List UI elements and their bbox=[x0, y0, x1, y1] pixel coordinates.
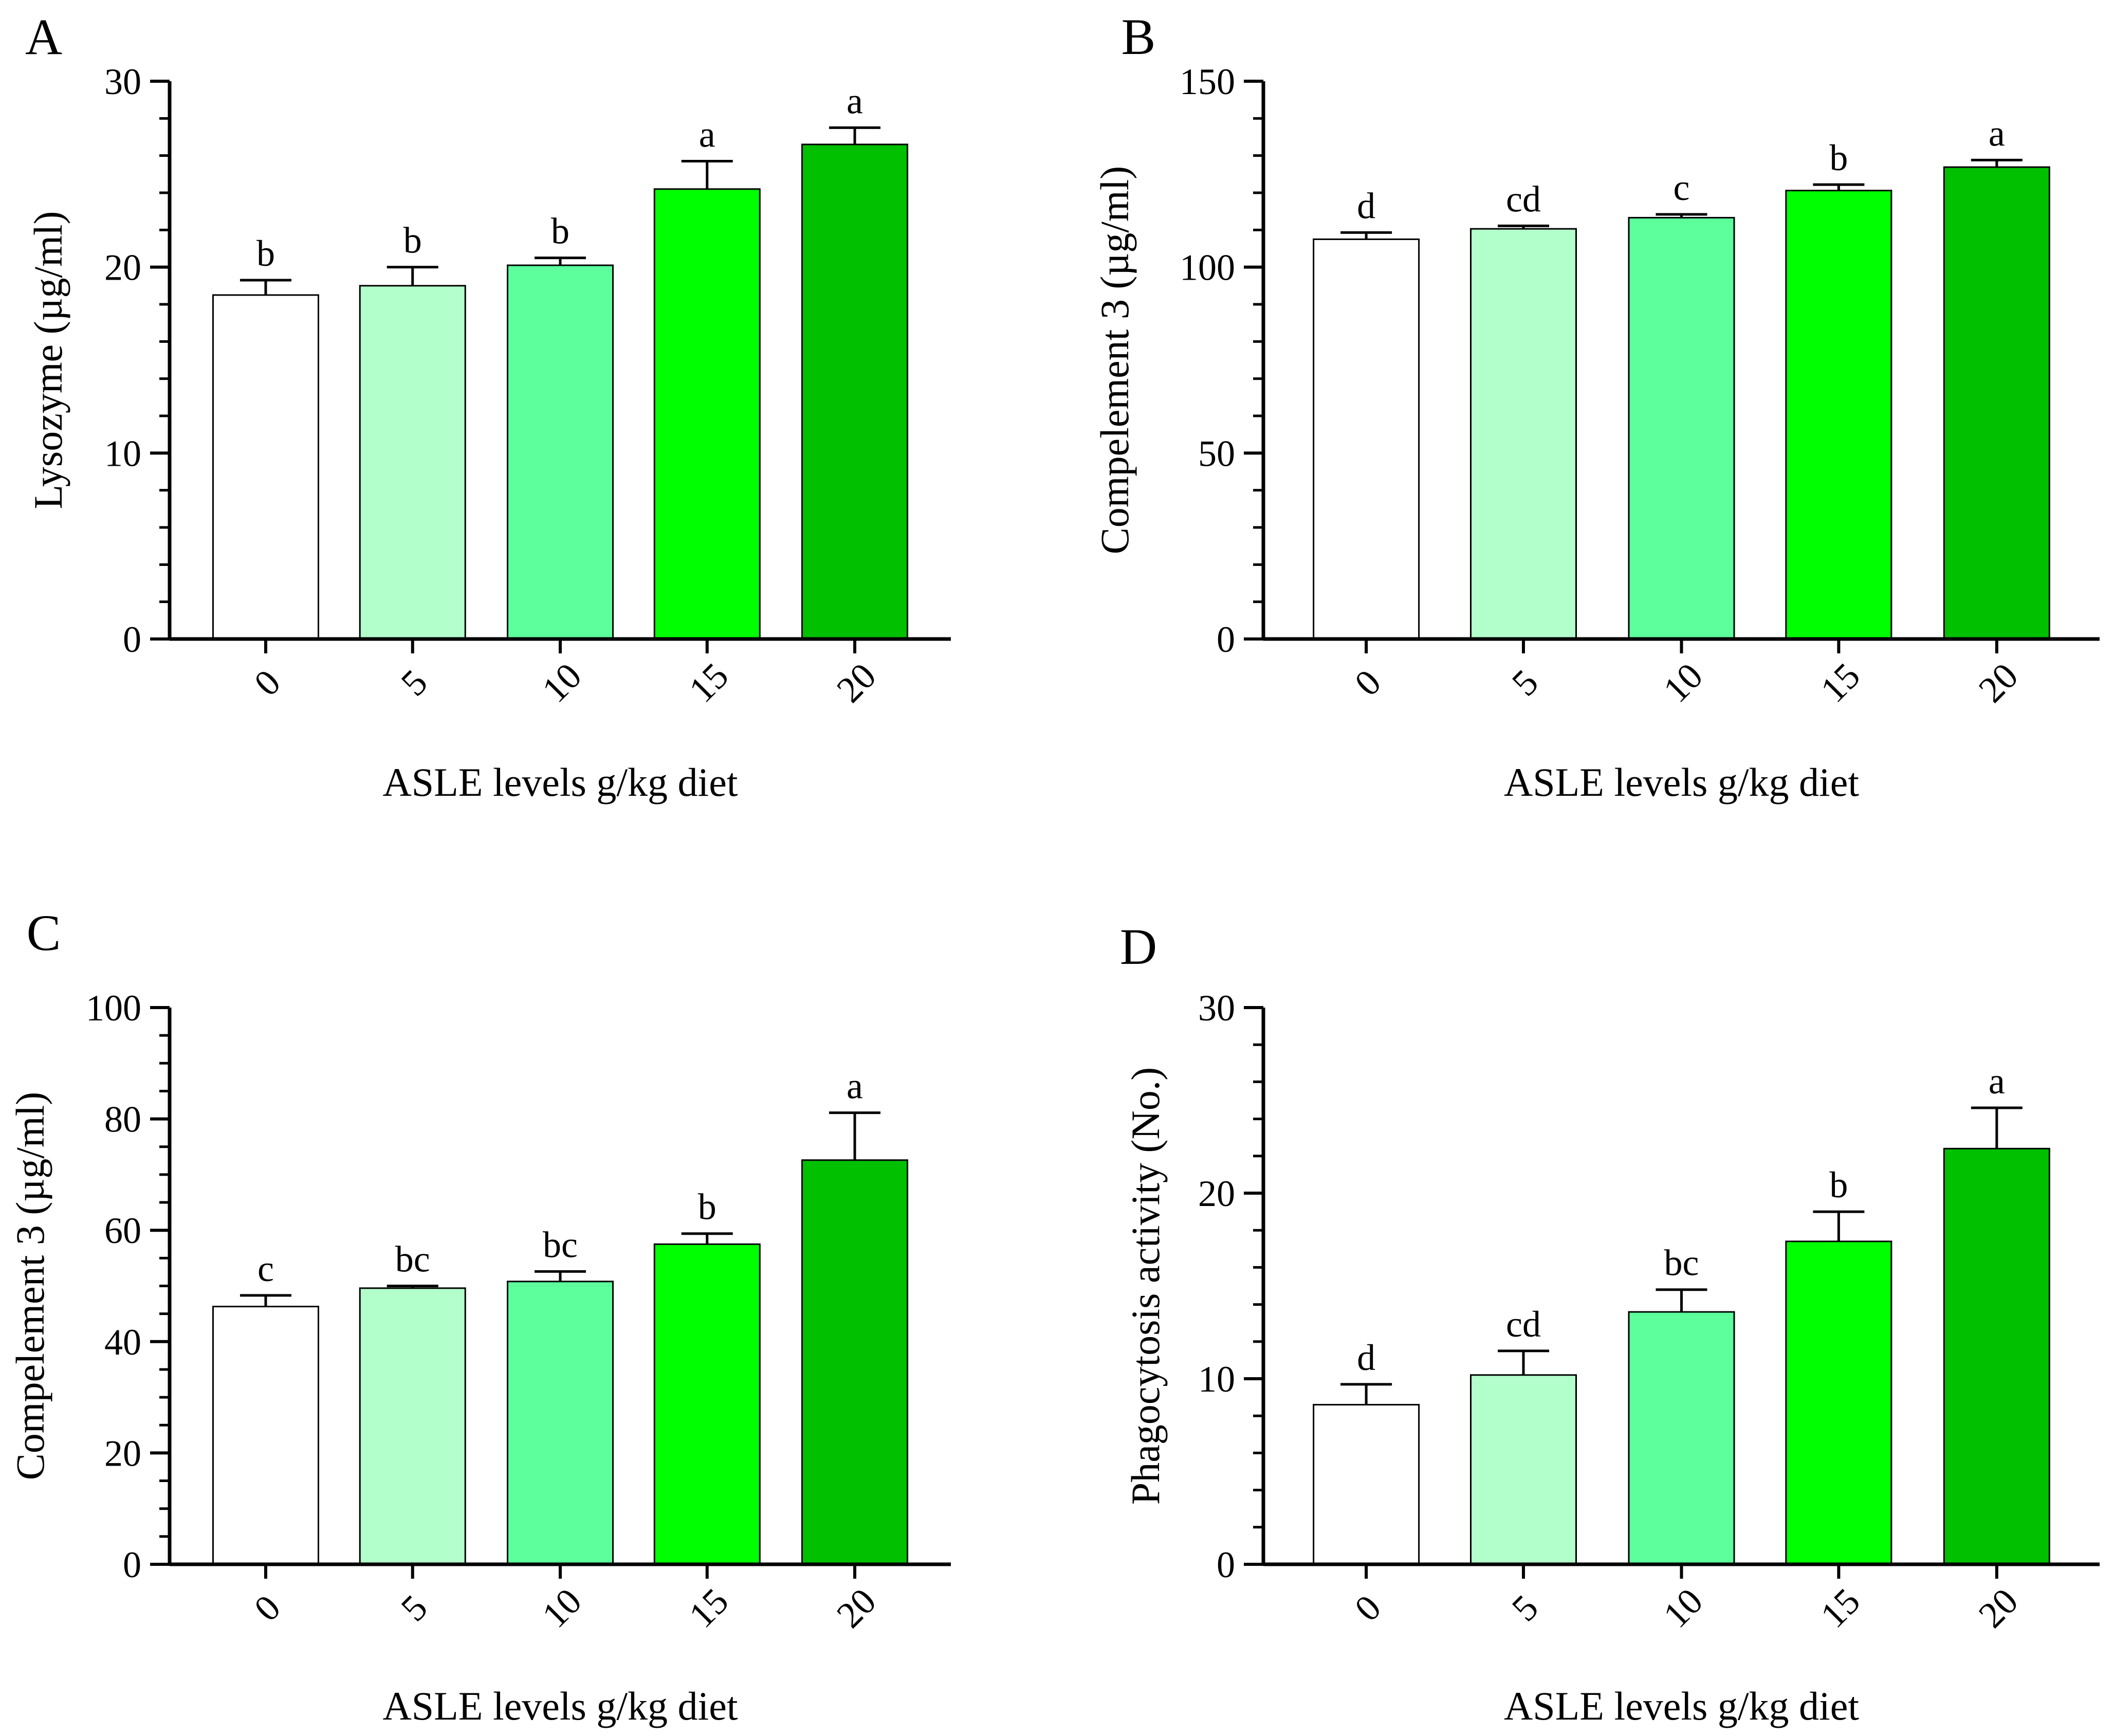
bar-0 bbox=[1313, 238, 1420, 640]
significance-label: b bbox=[1829, 1164, 1848, 1205]
bar-0 bbox=[212, 1306, 319, 1565]
y-tick-label: 0 bbox=[1217, 619, 1235, 660]
y-axis-title: Compelement 3 (µg/ml) bbox=[8, 1092, 52, 1480]
x-axis-title: ASLE levels g/kg diet bbox=[382, 760, 738, 805]
x-axis-title: ASLE levels g/kg diet bbox=[1504, 760, 1859, 805]
bar-5 bbox=[359, 285, 466, 640]
x-tick-label: 15 bbox=[681, 1580, 736, 1635]
significance-label: cd bbox=[1506, 178, 1541, 220]
panel-b: Bd 0 cd 5 c 10 b 15 a 20 0 50 100 150 Compelement 3 (µ… bbox=[1092, 8, 2100, 805]
x-axis-title: ASLE levels g/kg diet bbox=[1504, 1684, 1859, 1728]
bar-20 bbox=[1943, 166, 2050, 640]
y-tick-label: 20 bbox=[104, 1433, 141, 1474]
x-tick-label: 0 bbox=[246, 662, 288, 704]
x-tick-label: 5 bbox=[393, 1587, 435, 1629]
y-tick-label: 40 bbox=[104, 1322, 141, 1363]
significance-label: a bbox=[1989, 113, 2005, 154]
bar-20 bbox=[801, 143, 909, 640]
significance-label: c bbox=[258, 1248, 274, 1289]
y-axis-title: Compelement 3 (µg/ml) bbox=[1092, 166, 1137, 554]
y-tick-label: 10 bbox=[1198, 1359, 1235, 1400]
x-tick-label: 10 bbox=[534, 655, 589, 710]
x-tick-label: 20 bbox=[1971, 655, 2026, 710]
bar-10 bbox=[507, 1281, 614, 1565]
y-tick-label: 20 bbox=[1198, 1173, 1235, 1214]
significance-label: bc bbox=[543, 1224, 578, 1265]
bar-10 bbox=[1628, 1311, 1735, 1565]
significance-label: a bbox=[847, 80, 863, 121]
bar-5 bbox=[359, 1287, 466, 1565]
x-tick-label: 20 bbox=[1971, 1580, 2026, 1635]
panel-letter: C bbox=[27, 904, 61, 961]
y-tick-label: 10 bbox=[104, 433, 141, 474]
x-tick-label: 5 bbox=[1504, 662, 1546, 704]
significance-label: cd bbox=[1506, 1304, 1541, 1345]
significance-label: c bbox=[1674, 167, 1690, 208]
significance-label: d bbox=[1357, 1337, 1375, 1378]
y-tick-label: 20 bbox=[104, 247, 141, 288]
panel-letter: A bbox=[25, 8, 62, 65]
significance-label: d bbox=[1357, 185, 1375, 226]
x-tick-label: 0 bbox=[1347, 662, 1389, 704]
bar-15 bbox=[653, 188, 761, 640]
significance-label: b bbox=[698, 1186, 716, 1228]
bar-0 bbox=[212, 294, 319, 640]
significance-label: b bbox=[256, 233, 275, 274]
y-tick-label: 0 bbox=[123, 1544, 141, 1585]
x-tick-label: 15 bbox=[1813, 655, 1868, 710]
x-tick-label: 10 bbox=[1656, 655, 1711, 710]
panel-d: Dd 0 cd 5 bc 10 b 15 a 20 0 10 20 30 Phagocytosis acti… bbox=[1120, 918, 2100, 1728]
x-tick-label: 10 bbox=[534, 1580, 589, 1635]
y-axis-title: Lysozyme (µg/ml) bbox=[26, 211, 70, 509]
bar-0 bbox=[1313, 1404, 1420, 1565]
bar-5 bbox=[1469, 228, 1577, 640]
bar-20 bbox=[1943, 1147, 2050, 1565]
x-tick-label: 20 bbox=[829, 655, 884, 710]
y-tick-label: 0 bbox=[123, 619, 141, 660]
y-axis-title: Phagocytosis activity (No.) bbox=[1123, 1067, 1168, 1505]
y-tick-label: 0 bbox=[1217, 1544, 1235, 1585]
bar-20 bbox=[801, 1159, 909, 1565]
x-tick-label: 0 bbox=[1347, 1587, 1389, 1629]
panel-c: Cc 0 bc 5 bc 10 b 15 a 20 0 20 40 60 80 100 Compelement … bbox=[8, 904, 951, 1728]
bar-15 bbox=[1785, 1240, 1892, 1565]
y-tick-label: 30 bbox=[1198, 988, 1235, 1029]
y-tick-label: 100 bbox=[1180, 247, 1235, 288]
x-tick-label: 0 bbox=[246, 1587, 288, 1629]
x-tick-label: 10 bbox=[1656, 1580, 1711, 1635]
bar-15 bbox=[653, 1243, 761, 1565]
significance-label: bc bbox=[1664, 1242, 1699, 1284]
significance-label: a bbox=[847, 1066, 863, 1107]
bar-15 bbox=[1785, 190, 1892, 640]
x-tick-label: 15 bbox=[1813, 1580, 1868, 1635]
x-axis-title: ASLE levels g/kg diet bbox=[382, 1684, 738, 1728]
bar-10 bbox=[507, 264, 614, 640]
x-tick-label: 20 bbox=[829, 1580, 884, 1635]
x-tick-label: 5 bbox=[1504, 1587, 1546, 1629]
panel-letter: B bbox=[1122, 8, 1156, 65]
x-tick-label: 15 bbox=[681, 655, 736, 710]
bar-5 bbox=[1469, 1374, 1577, 1565]
significance-label: b bbox=[403, 220, 422, 261]
panel-a: Ab 0 b 5 b 10 a 15 a 20 0 10 20 30 Lysozyme (µg/ml) ASL… bbox=[25, 8, 951, 805]
bar-10 bbox=[1628, 216, 1735, 640]
panel-letter: D bbox=[1120, 918, 1157, 975]
y-tick-label: 30 bbox=[104, 61, 141, 102]
y-tick-label: 100 bbox=[86, 988, 141, 1029]
significance-label: b bbox=[551, 211, 569, 252]
x-tick-label: 5 bbox=[393, 662, 435, 704]
significance-label: bc bbox=[395, 1239, 430, 1280]
significance-label: a bbox=[1989, 1061, 2005, 1102]
y-tick-label: 60 bbox=[104, 1210, 141, 1251]
y-tick-label: 50 bbox=[1198, 433, 1235, 474]
y-tick-label: 150 bbox=[1180, 61, 1235, 102]
significance-label: a bbox=[699, 114, 715, 155]
significance-label: b bbox=[1829, 137, 1848, 178]
y-tick-label: 80 bbox=[104, 1099, 141, 1140]
